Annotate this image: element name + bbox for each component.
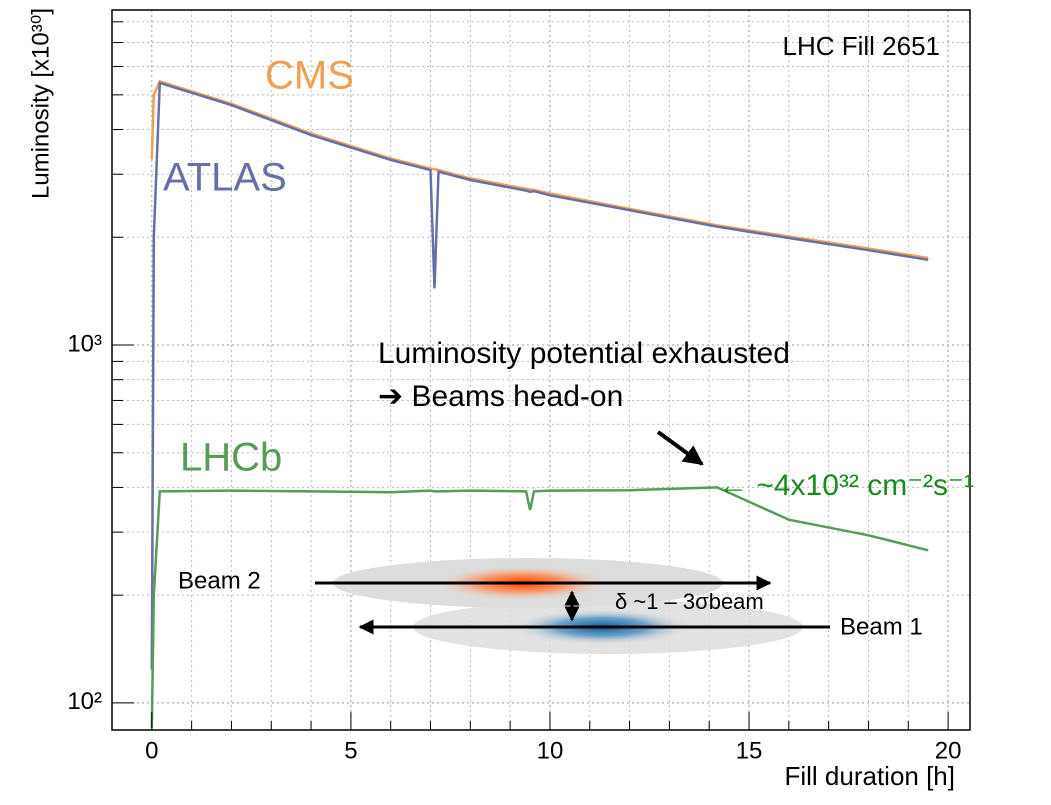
legend-label: ATLAS [163,156,287,200]
y-tick-label: 10² [67,688,102,715]
x-tick-label: 0 [145,737,158,764]
x-tick-label: 15 [736,737,763,764]
beam-label: Beam 2 [178,567,261,594]
y-tick-label: 10³ [67,330,102,357]
annotation: ➔ Beams head-on [378,380,623,413]
x-tick-label: 10 [537,737,564,764]
series-line [150,81,929,670]
legend-label: CMS [265,54,354,98]
annotation: Luminosity potential exhausted [378,337,790,370]
lines [150,79,929,729]
beam-label: Beam 1 [840,613,923,640]
x-tick-label: 5 [344,737,357,764]
annotation: δ ~1 – 3σbeam [615,589,764,614]
pointer-arrow [656,430,704,466]
annotation: ← ~4x10³² cm⁻²s⁻¹ [718,469,974,502]
series-line [150,486,929,729]
y-axis-label: Luminosity [x10³⁰] [27,8,54,199]
chart-title: LHC Fill 2651 [782,31,940,61]
x-axis-label: Fill duration [h] [784,761,955,791]
plot-frame [111,9,971,731]
x-tick-label: 20 [935,737,962,764]
beam-diagram [315,558,830,654]
legend-label: LHCb [180,436,282,480]
